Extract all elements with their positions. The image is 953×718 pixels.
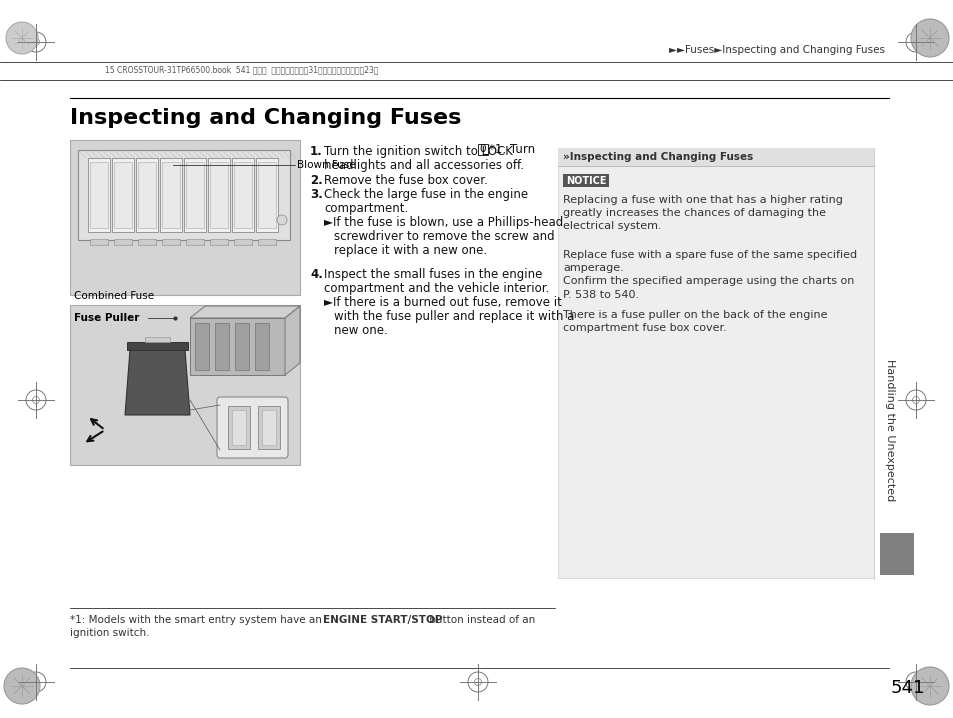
Text: button instead of an: button instead of an (426, 615, 535, 625)
FancyBboxPatch shape (216, 397, 288, 458)
Bar (257, 406, 280, 449)
Bar (262, 410, 275, 445)
Text: There is a fuse puller on the back of the engine
compartment fuse box cover.: There is a fuse puller on the back of th… (562, 310, 826, 333)
Bar (90, 239, 108, 245)
Bar (232, 158, 253, 232)
Bar (90, 162, 108, 228)
Circle shape (910, 667, 948, 705)
Bar (257, 162, 275, 228)
Bar (162, 162, 180, 228)
Bar (210, 239, 228, 245)
Bar (112, 158, 133, 232)
Bar (138, 239, 156, 245)
Text: 0: 0 (479, 144, 486, 154)
Text: NOTICE: NOTICE (565, 175, 605, 185)
Bar (186, 239, 204, 245)
Circle shape (276, 215, 287, 225)
Text: Turn the ignition switch to LOCK: Turn the ignition switch to LOCK (324, 145, 517, 158)
Text: Fuse Puller: Fuse Puller (74, 313, 139, 323)
Bar (78, 150, 290, 240)
Bar (254, 323, 269, 370)
Bar (186, 162, 204, 228)
Text: ignition switch.: ignition switch. (70, 628, 150, 638)
Bar (138, 162, 156, 228)
Text: 2.: 2. (310, 174, 322, 187)
Polygon shape (125, 350, 190, 415)
Bar (214, 323, 229, 370)
Text: 541: 541 (890, 679, 924, 697)
Bar (255, 158, 277, 232)
Bar (162, 239, 180, 245)
Text: new one.: new one. (334, 324, 387, 337)
Bar (113, 239, 132, 245)
Text: headlights and all accessories off.: headlights and all accessories off. (324, 159, 523, 172)
Text: Remove the fuse box cover.: Remove the fuse box cover. (324, 174, 487, 187)
Bar (257, 239, 275, 245)
Bar (558, 148, 873, 578)
Bar (88, 158, 110, 232)
Text: Replace fuse with a spare fuse of the same specified
amperage.
Confirm the speci: Replace fuse with a spare fuse of the sa… (562, 250, 856, 299)
Bar (232, 410, 246, 445)
Bar (145, 337, 170, 342)
Bar (70, 140, 299, 295)
Bar (477, 144, 488, 155)
Text: *1. Turn: *1. Turn (489, 143, 535, 156)
Text: 15 CROSSTOUR-31TP66500.book  541 ページ  　２０１４年７月31日　木曜日　午後３時23分: 15 CROSSTOUR-31TP66500.book 541 ページ ２０１４… (105, 65, 378, 75)
Bar (70, 305, 299, 465)
Bar (127, 342, 188, 350)
Text: compartment.: compartment. (324, 202, 408, 215)
Text: Replacing a fuse with one that has a higher rating
greatly increases the chances: Replacing a fuse with one that has a hig… (562, 195, 842, 231)
Circle shape (910, 19, 948, 57)
Text: compartment and the vehicle interior.: compartment and the vehicle interior. (324, 282, 549, 295)
Bar (194, 323, 209, 370)
Text: 4.: 4. (310, 268, 322, 281)
Bar (234, 323, 249, 370)
Text: replace it with a new one.: replace it with a new one. (334, 244, 487, 257)
Bar (562, 174, 608, 187)
Text: 1.: 1. (310, 145, 322, 158)
Text: Handling the Unexpected: Handling the Unexpected (884, 359, 894, 501)
Bar (558, 148, 873, 166)
Bar (160, 158, 182, 232)
Circle shape (4, 668, 40, 704)
Text: »Inspecting and Changing Fuses: »Inspecting and Changing Fuses (562, 152, 753, 162)
Bar (190, 318, 285, 375)
Bar (233, 162, 252, 228)
Text: Inspect the small fuses in the engine: Inspect the small fuses in the engine (324, 268, 542, 281)
Bar (136, 158, 158, 232)
Text: screwdriver to remove the screw and: screwdriver to remove the screw and (334, 230, 554, 243)
Bar (184, 158, 206, 232)
Text: Combined Fuse: Combined Fuse (74, 291, 154, 301)
Text: Inspecting and Changing Fuses: Inspecting and Changing Fuses (70, 108, 461, 128)
Text: Check the large fuse in the engine: Check the large fuse in the engine (324, 188, 528, 201)
Bar (113, 162, 132, 228)
Bar (879, 533, 913, 575)
Circle shape (6, 22, 38, 54)
Text: with the fuse puller and replace it with a: with the fuse puller and replace it with… (334, 310, 574, 323)
Text: ENGINE START/STOP: ENGINE START/STOP (323, 615, 442, 625)
Bar (233, 239, 252, 245)
Text: Blown Fuse: Blown Fuse (296, 160, 355, 170)
Bar (208, 158, 230, 232)
Polygon shape (190, 306, 299, 318)
Text: ►If the fuse is blown, use a Phillips-head: ►If the fuse is blown, use a Phillips-he… (324, 216, 562, 229)
Polygon shape (285, 306, 299, 375)
Text: 3.: 3. (310, 188, 322, 201)
Bar (210, 162, 228, 228)
Text: ►If there is a burned out fuse, remove it: ►If there is a burned out fuse, remove i… (324, 296, 561, 309)
Text: *1: Models with the smart entry system have an: *1: Models with the smart entry system h… (70, 615, 325, 625)
Bar (228, 406, 250, 449)
Text: ►►Fuses►Inspecting and Changing Fuses: ►►Fuses►Inspecting and Changing Fuses (668, 45, 884, 55)
